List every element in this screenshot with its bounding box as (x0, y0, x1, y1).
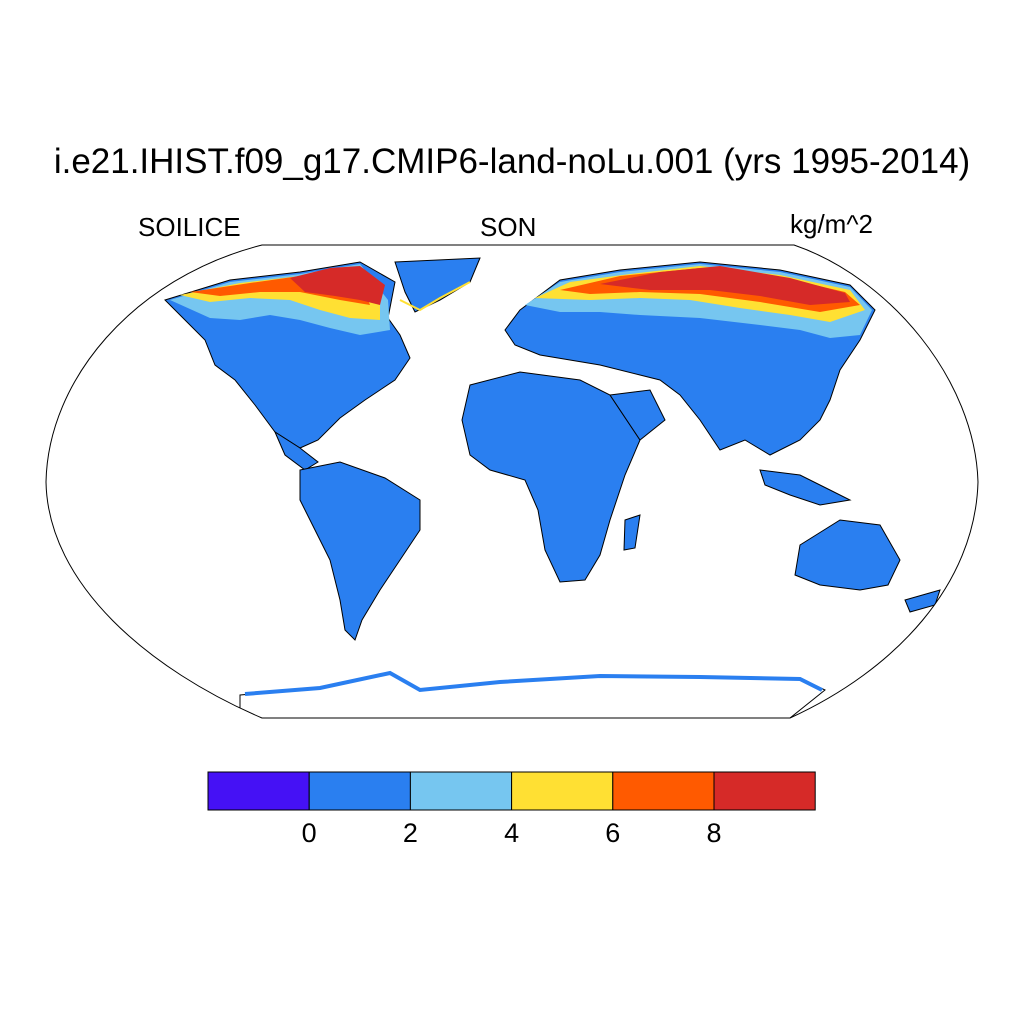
season-label: SON (480, 212, 537, 242)
colorbar-tick-label: 8 (706, 818, 722, 848)
africa-land (461, 371, 641, 583)
colorbar-tick-label: 6 (605, 818, 621, 848)
colorbar-tick-label: 2 (402, 818, 418, 848)
colorbar-tick-label: 0 (301, 818, 317, 848)
central-america-land (273, 430, 319, 471)
plot-title: i.e21.IHIST.f09_g17.CMIP6-land-noLu.001 … (53, 142, 971, 181)
siberia-red-region (600, 266, 850, 305)
colorbar-box (511, 771, 614, 811)
antarctica-ice-fringe (244, 670, 823, 696)
colorbar-box (409, 771, 513, 811)
colorbar-tick-label: 4 (504, 818, 520, 848)
variable-label: SOILICE (138, 212, 241, 242)
greenland-land (394, 257, 481, 313)
indonesia-land (759, 469, 852, 506)
map-boundary (45, 244, 979, 719)
madagascar-land (623, 514, 641, 551)
greenland-edge (399, 281, 471, 312)
units-label: kg/m^2 (790, 209, 874, 239)
south-america-land (299, 461, 421, 641)
colorbar-box (207, 771, 310, 811)
arabia-land (609, 389, 666, 441)
colorbar-box (308, 771, 411, 811)
colorbar-box (612, 771, 715, 811)
colorbar-box (713, 771, 816, 811)
australia-land (794, 519, 901, 591)
canada-red-region (290, 266, 385, 305)
